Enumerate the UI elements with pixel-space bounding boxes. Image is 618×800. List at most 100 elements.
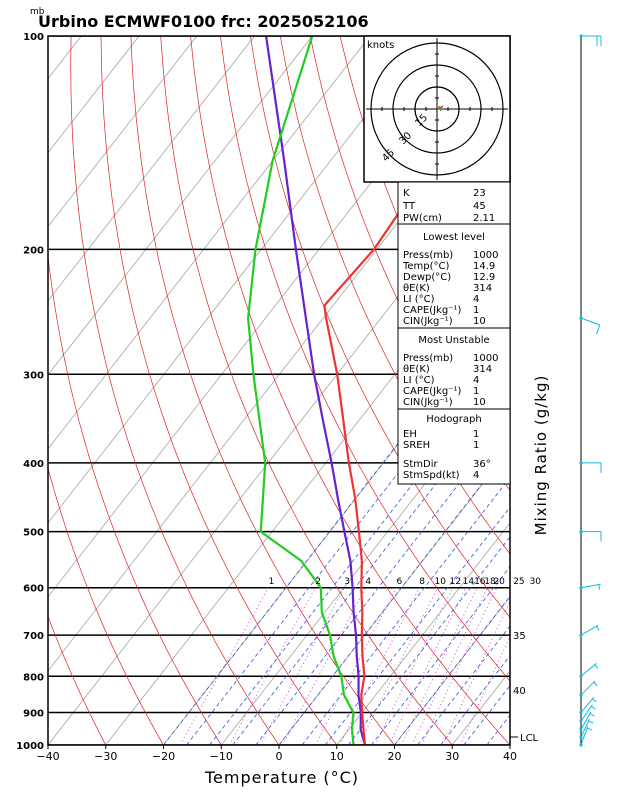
- mixing-ratio-label: 14: [463, 577, 475, 587]
- right-axis-label: Mixing Ratio (g/kg): [532, 375, 550, 536]
- hodo-row-label: EH: [403, 429, 417, 440]
- pw-index-value: 2.11: [473, 213, 495, 224]
- pressure-tick-label: 300: [23, 370, 44, 381]
- unstable-row-value: 10: [473, 397, 486, 408]
- mixing-ratio-label: 20: [493, 577, 505, 587]
- dry-adiabat: [279, 36, 510, 555]
- dry-adiabat: [48, 615, 107, 745]
- mixing-ratio-label: 1: [269, 577, 275, 587]
- moist-adiabat: [255, 417, 510, 745]
- theta-e-label: 40: [513, 686, 526, 697]
- mixing-ratio-line: [358, 587, 438, 745]
- x-tick-label: −20: [152, 750, 175, 763]
- wind-barb-half-flag: [594, 664, 599, 669]
- moist-adiabat: [394, 595, 510, 745]
- mixing-ratio-label: 18: [484, 577, 496, 587]
- lowest-row-value: 12.9: [473, 272, 495, 283]
- hodo-row-label: StmDir: [403, 459, 438, 470]
- dry-adiabat: [48, 253, 222, 745]
- lowest-row-label: θE(K): [403, 283, 430, 294]
- x-tick-label: 10: [330, 750, 344, 763]
- hodo-row-value: 1: [473, 440, 479, 451]
- isotherm-line: [105, 226, 510, 745]
- isotherm-line: [568, 36, 618, 745]
- wind-barb: [579, 34, 602, 46]
- wind-barb-half-flag: [592, 698, 597, 703]
- lowest-row-label: Temp(°C): [402, 261, 450, 272]
- lowest-row-label: CIN(Jkg⁻¹): [403, 316, 453, 327]
- wind-barb-half-flag: [586, 727, 593, 731]
- mixing-ratio-line: [315, 587, 397, 745]
- unstable-row-label: θE(K): [403, 364, 430, 375]
- moist-adiabat: [371, 565, 510, 745]
- lowest-row-label: Press(mb): [403, 250, 453, 261]
- mixing-ratio-label: 25: [513, 577, 524, 587]
- pw-index-label: PW(cm): [403, 213, 442, 224]
- chart-title: Urbino ECMWF0100 frc: 2025052106: [38, 12, 369, 31]
- hodograph-units: knots: [367, 40, 394, 51]
- mixing-ratio-label: 8: [419, 577, 425, 587]
- wind-barb-staff: [580, 624, 599, 636]
- indices-panel: K 23 TT 45 PW(cm) 2.11 Lowest level Press(mb) 10…: [397, 181, 511, 485]
- isotherm-line: [48, 36, 313, 376]
- x-tick-label: −10: [210, 750, 233, 763]
- wind-barb-staff: [580, 718, 590, 738]
- lowest-row-label: LI (°C): [403, 294, 435, 305]
- mixing-ratio-line: [259, 587, 345, 745]
- wind-barb: [579, 726, 593, 747]
- most-unstable-title: Most Unstable: [418, 335, 489, 346]
- k-index-value: 23: [473, 188, 486, 199]
- wind-barb: [579, 711, 595, 731]
- wind-barb-half-flag: [596, 625, 600, 631]
- isotherm-line: [48, 36, 140, 154]
- moist-adiabat: [440, 655, 510, 745]
- wind-barb-staff: [580, 680, 596, 696]
- parcel-curve: [265, 36, 367, 745]
- wind-barb-staff: [580, 704, 593, 722]
- moist-adiabat: [232, 387, 510, 745]
- pressure-tick-label: 1000: [16, 741, 44, 752]
- x-tick-label: 20: [388, 750, 402, 763]
- hodo-row-value: 4: [473, 470, 479, 481]
- hodo-row-label: StmSpd(kt): [403, 470, 460, 481]
- wind-barb-half-flag: [591, 705, 596, 710]
- lowest-row-value: 314: [473, 283, 492, 294]
- moist-adiabat: [186, 328, 510, 745]
- dry-adiabat: [100, 36, 338, 745]
- hodograph-trace: [438, 105, 442, 112]
- dry-adiabat: [190, 36, 510, 745]
- wind-barb: [579, 663, 599, 678]
- moist-adiabat: [417, 625, 510, 745]
- theta-e-label: 35: [513, 631, 526, 642]
- wind-barb: [579, 696, 597, 715]
- tt-index-label: TT: [402, 201, 416, 212]
- moist-adiabat: [509, 744, 510, 745]
- hodo-row-value: 36°: [473, 459, 491, 470]
- hodo-row-label: SREH: [403, 440, 430, 451]
- wind-barb: [579, 704, 596, 723]
- wind-barb: [579, 583, 601, 590]
- mixing-ratio-line: [388, 587, 467, 745]
- mixing-ratio-label: 2: [315, 577, 321, 587]
- hodo-row-value: 1: [473, 429, 479, 440]
- pressure-tick-label: 800: [23, 672, 44, 683]
- dry-adiabat: [250, 36, 510, 619]
- mixing-ratio-line: [400, 587, 478, 745]
- pressure-unit-label: mb: [30, 7, 45, 17]
- dry-adiabat: [609, 36, 618, 745]
- isotherm-line: [48, 36, 371, 450]
- wind-barb: [579, 461, 602, 473]
- dewpoint-curve: [246, 36, 355, 745]
- moist-adiabat: [463, 684, 510, 745]
- pressure-tick-label: 400: [23, 459, 44, 470]
- unstable-row-value: 4: [473, 375, 479, 386]
- unstable-row-value: 1: [473, 386, 479, 397]
- wind-barb-half-flag: [589, 713, 595, 717]
- unstable-row-label: CAPE(Jkg⁻¹): [403, 386, 461, 397]
- lowest-row-value: 1000: [473, 250, 498, 261]
- isotherm-line: [509, 744, 510, 745]
- moist-adiabat: [324, 506, 510, 745]
- mixing-ratio-line: [179, 587, 269, 745]
- x-tick-label: −30: [94, 750, 117, 763]
